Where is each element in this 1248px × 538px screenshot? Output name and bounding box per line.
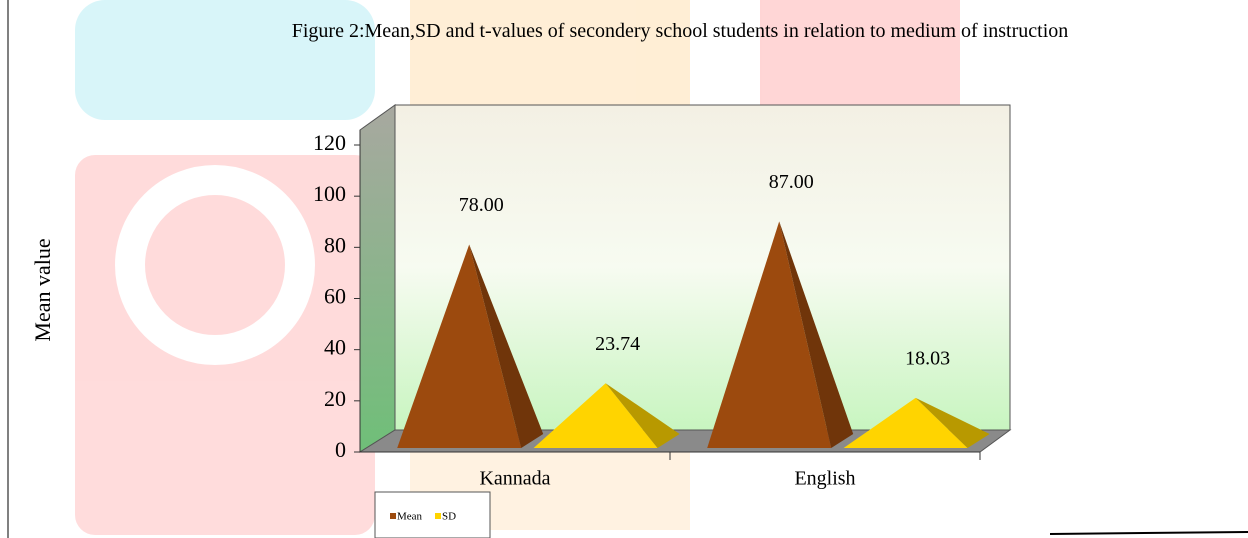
y-tick-label: 20 bbox=[324, 386, 346, 411]
chart-title: Figure 2:Mean,SD and t-values of seconde… bbox=[200, 18, 1160, 45]
y-tick-label: 120 bbox=[313, 130, 346, 155]
y-tick-label: 0 bbox=[335, 437, 346, 462]
legend-swatch bbox=[390, 513, 396, 519]
legend-swatch bbox=[435, 513, 441, 519]
value-label: 23.74 bbox=[595, 333, 640, 355]
y-tick-label: 60 bbox=[324, 284, 346, 309]
legend-label: Mean bbox=[397, 511, 423, 523]
chart: Mean value 0 20 40 60 80 100 120 Kannada English… bbox=[0, 0, 1248, 538]
legend-label: SD bbox=[442, 511, 456, 523]
x-tick-label: English bbox=[794, 468, 855, 490]
y-axis-title: Mean value bbox=[30, 238, 55, 341]
value-label: 18.03 bbox=[905, 347, 950, 369]
watermark-shape bbox=[410, 0, 690, 110]
value-label: 87.00 bbox=[769, 171, 814, 193]
side-wall bbox=[360, 105, 395, 452]
page: {"chart_data": {"type": "pyramid-bar", "… bbox=[0, 0, 1248, 538]
x-tick-label: Kannada bbox=[479, 468, 550, 490]
y-tick-label: 40 bbox=[324, 335, 346, 360]
y-tick-label: 80 bbox=[324, 232, 346, 257]
y-tick-label: 100 bbox=[313, 181, 346, 206]
frame-line bbox=[1050, 532, 1248, 534]
value-label: 78.00 bbox=[459, 194, 504, 216]
